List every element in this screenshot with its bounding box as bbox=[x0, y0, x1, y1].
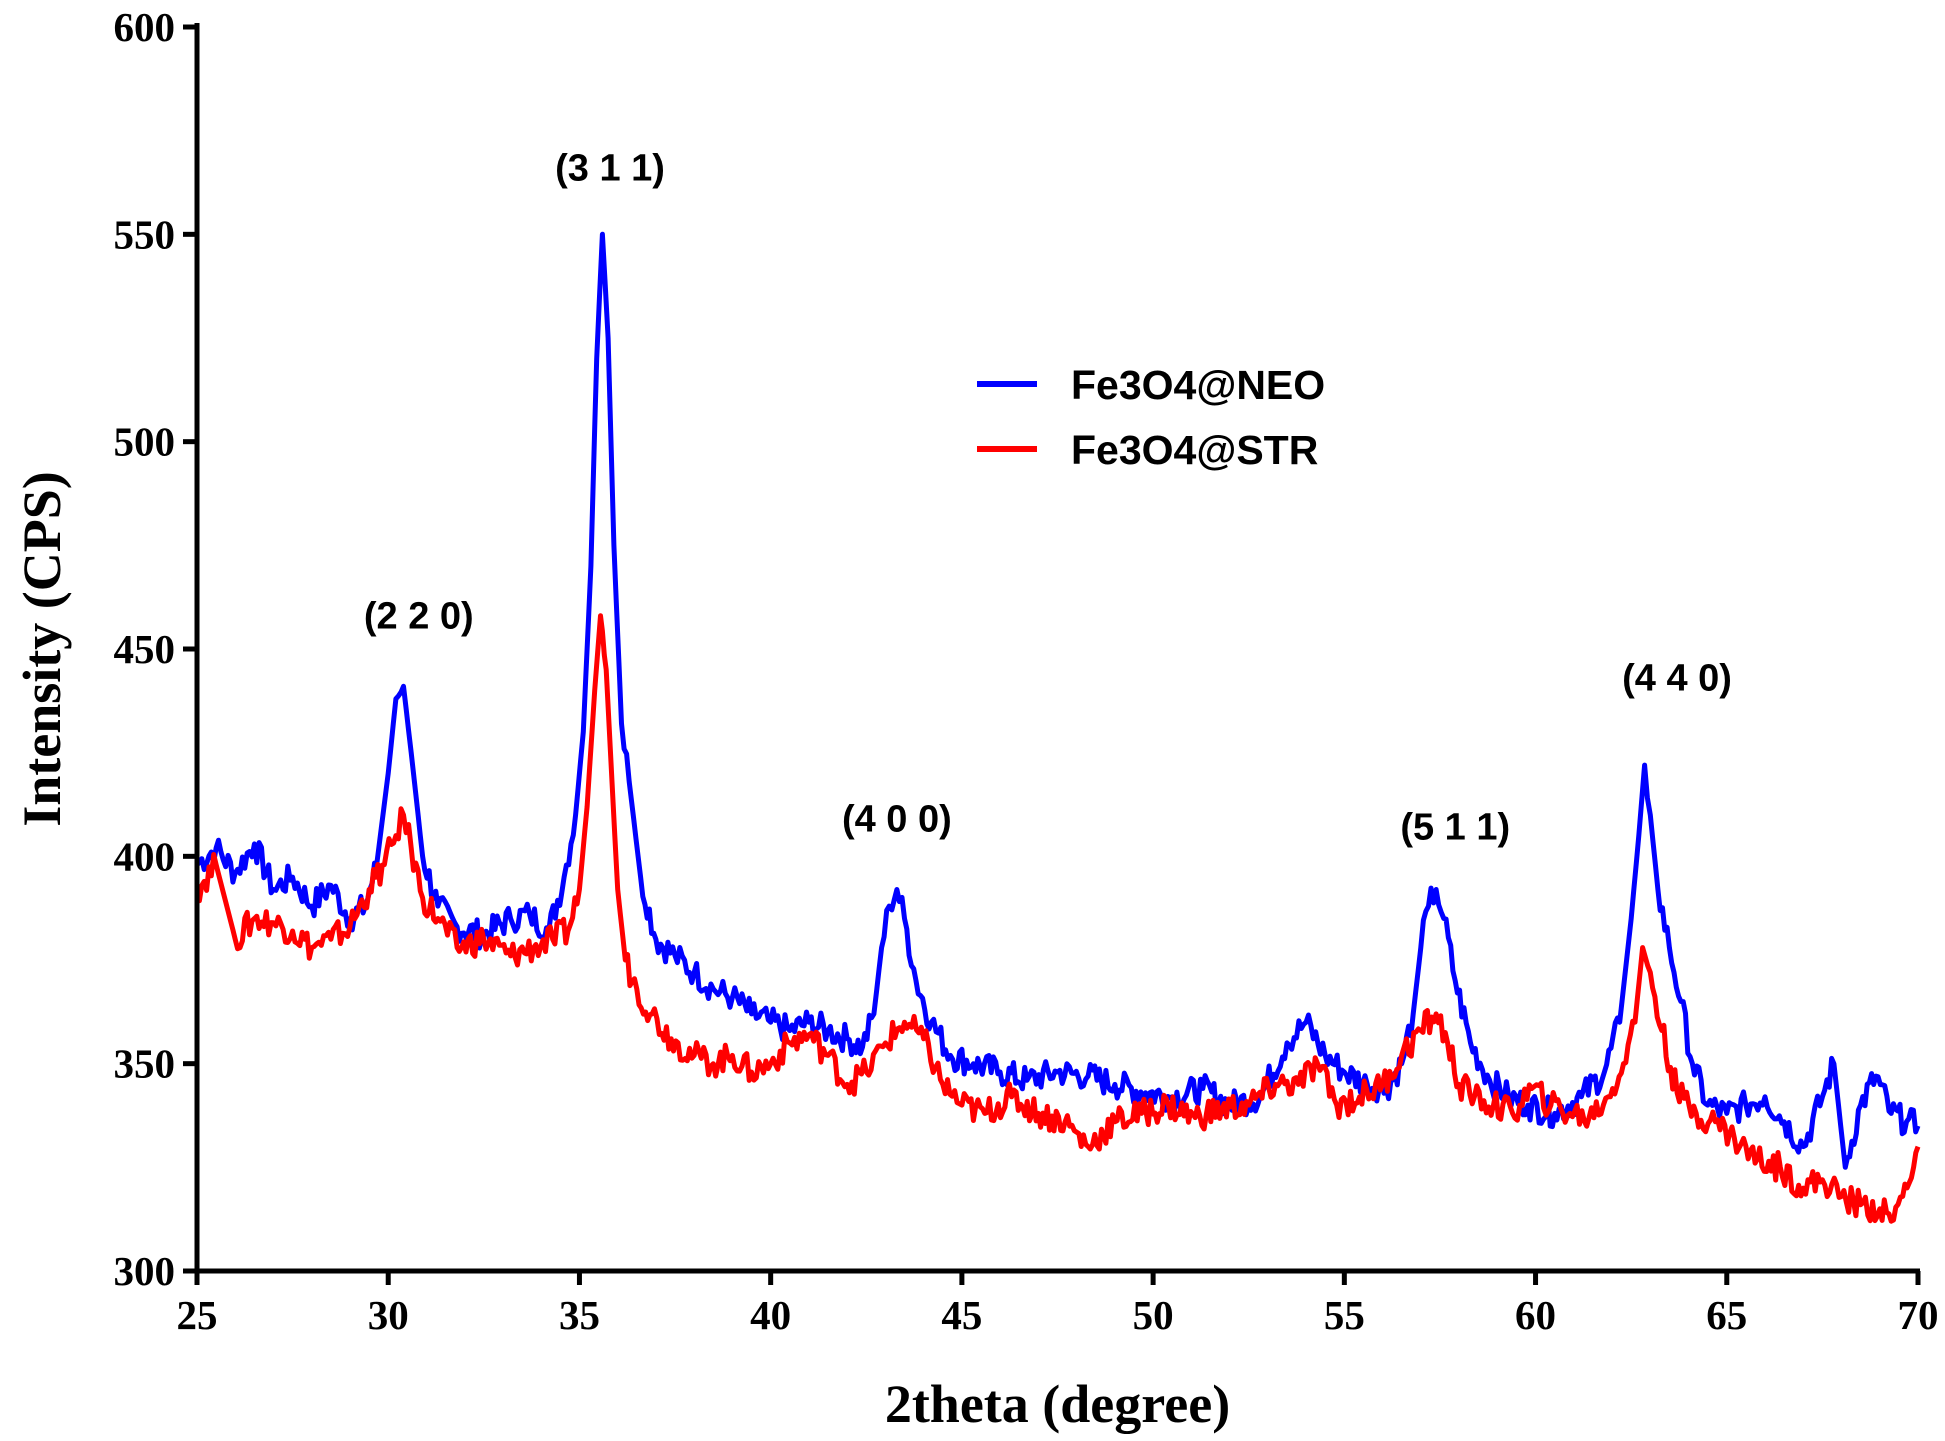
x-tick-label: 55 bbox=[1324, 1292, 1365, 1338]
peak-label: (2 2 0) bbox=[364, 595, 474, 637]
y-tick-label: 600 bbox=[114, 4, 176, 50]
legend-label: Fe3O4@NEO bbox=[1071, 362, 1325, 408]
series-line-1 bbox=[195, 231, 1921, 1170]
y-tick-label: 450 bbox=[114, 626, 176, 672]
plot-lines bbox=[194, 231, 1921, 1224]
x-tick-label: 50 bbox=[1133, 1292, 1174, 1338]
axes: 300 350 400 450 500 550 600 25 30 35 40 45 50 55 60 65… bbox=[114, 4, 1939, 1338]
y-axis-title: Intensity (CPS) bbox=[12, 471, 72, 827]
x-tick-label: 60 bbox=[1515, 1292, 1556, 1338]
y-tick-label: 500 bbox=[114, 419, 176, 465]
series-line-2 bbox=[194, 613, 1921, 1224]
x-tick-label: 30 bbox=[368, 1292, 409, 1338]
y-tick-label: 400 bbox=[114, 833, 176, 879]
peak-label: (4 4 0) bbox=[1622, 657, 1732, 699]
y-tick-label: 300 bbox=[114, 1248, 176, 1294]
x-tick-label: 45 bbox=[941, 1292, 982, 1338]
legend-label: Fe3O4@STR bbox=[1071, 427, 1318, 473]
peak-label: (5 1 1) bbox=[1400, 807, 1510, 849]
peak-annotations: (2 2 0) (3 1 1) (4 0 0) (5 1 1) (4 4 0) bbox=[364, 147, 1732, 848]
x-tick-label: 35 bbox=[559, 1292, 600, 1338]
legend: Fe3O4@NEO Fe3O4@STR bbox=[977, 362, 1325, 473]
x-axis-title: 2theta (degree) bbox=[885, 1374, 1230, 1434]
y-tick-label: 550 bbox=[114, 211, 176, 257]
x-tick-label: 40 bbox=[750, 1292, 791, 1338]
x-ticks: 25 30 35 40 45 50 55 60 65 70 bbox=[177, 1271, 1939, 1338]
x-tick-label: 65 bbox=[1706, 1292, 1747, 1338]
x-tick-label: 25 bbox=[177, 1292, 218, 1338]
peak-label: (3 1 1) bbox=[555, 147, 665, 189]
peak-label: (4 0 0) bbox=[842, 798, 952, 840]
y-tick-label: 350 bbox=[114, 1041, 176, 1087]
y-ticks: 300 350 400 450 500 550 600 bbox=[114, 4, 197, 1294]
x-tick-label: 70 bbox=[1898, 1292, 1939, 1338]
